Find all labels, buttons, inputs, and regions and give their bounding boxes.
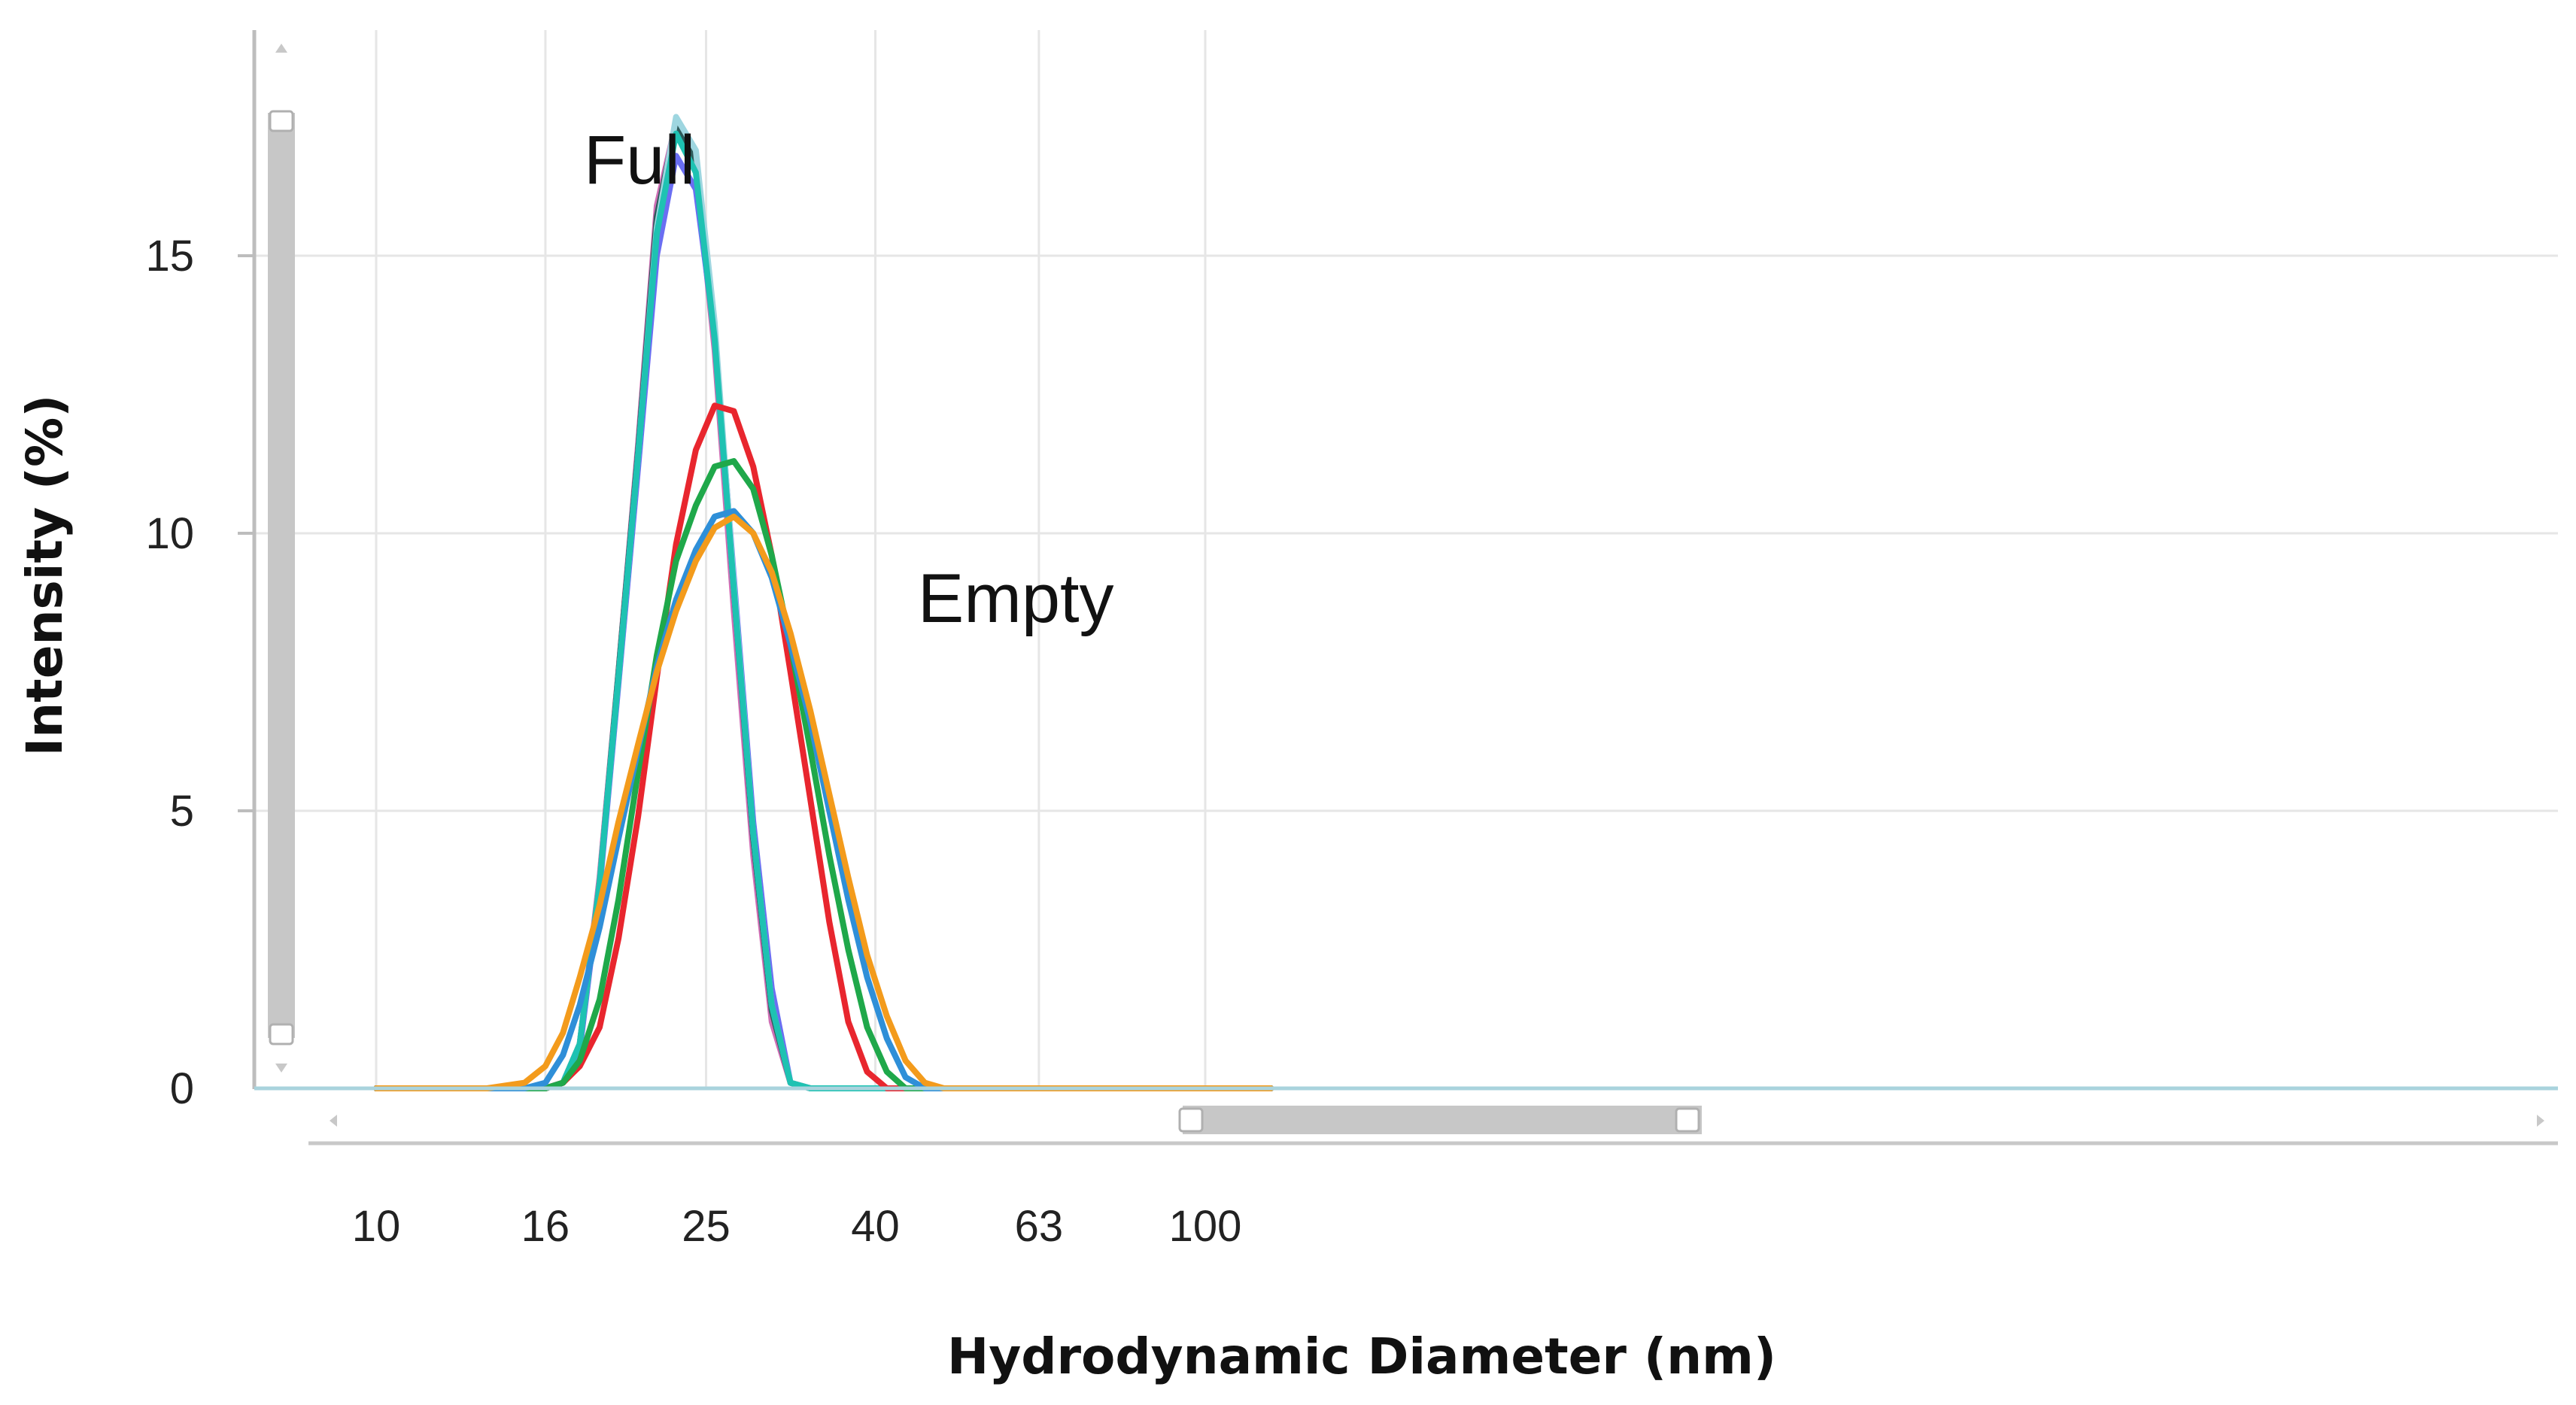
horizontal-zoom-scrollbar[interactable]	[308, 1106, 2558, 1146]
x-tick-label: 100	[1169, 1202, 1242, 1251]
scroll-left-arrow-icon[interactable]	[330, 1115, 337, 1127]
x-axis-title: Hydrodynamic Diameter (nm)	[947, 1328, 1776, 1385]
horizontal-scrollbar-thumb[interactable]	[1183, 1106, 1702, 1134]
y-tick-label: 15	[145, 232, 194, 281]
annotation-full: Full	[584, 122, 695, 199]
x-tick-label: 25	[682, 1202, 731, 1251]
y-tick-labels: 0 5 10 15	[145, 232, 194, 1113]
x-tick-label: 16	[521, 1202, 570, 1251]
annotations: Full Empty	[584, 122, 1114, 637]
y-tick-label: 10	[145, 509, 194, 558]
vertical-scrollbar-handle-top[interactable]	[269, 110, 294, 132]
horizontal-scrollbar-handle-left[interactable]	[1178, 1107, 1204, 1133]
y-axis-title: Intensity (%)	[16, 395, 74, 757]
scroll-right-arrow-icon[interactable]	[2537, 1115, 2544, 1127]
scroll-down-arrow-icon[interactable]	[275, 1064, 287, 1073]
vertical-zoom-scrollbar[interactable]	[268, 44, 295, 1073]
x-tick-label: 63	[1015, 1202, 1064, 1251]
y-tick-label: 5	[170, 787, 194, 836]
x-tick-labels: 10 16 25 40 63 100	[352, 1202, 1242, 1251]
vertical-scrollbar-handle-bottom[interactable]	[269, 1023, 294, 1045]
x-tick-label: 40	[851, 1202, 900, 1251]
x-tick-label: 10	[352, 1202, 401, 1251]
scroll-up-arrow-icon[interactable]	[275, 44, 287, 53]
horizontal-scrollbar-handle-right[interactable]	[1675, 1107, 1700, 1133]
y-tick-label: 0	[170, 1064, 194, 1113]
vertical-scrollbar-track[interactable]	[268, 113, 295, 1038]
annotation-empty: Empty	[918, 560, 1114, 637]
